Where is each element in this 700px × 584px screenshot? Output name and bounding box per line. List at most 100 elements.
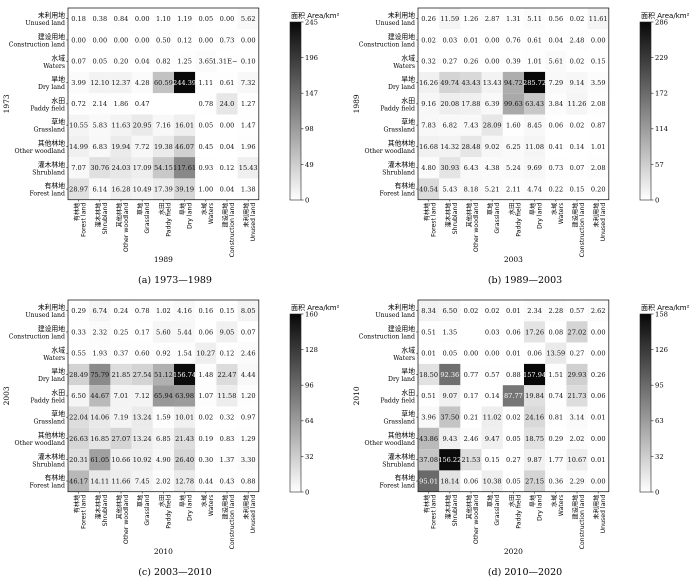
- heatmap-cell: [68, 406, 90, 428]
- cell-value-label: 7.29: [548, 79, 563, 87]
- heatmap-cell: [89, 71, 111, 94]
- row-label-zh: 水田: [401, 388, 415, 397]
- cell-value-label: 14.06: [90, 413, 109, 421]
- heatmap-cell: [418, 427, 440, 450]
- heatmap-cell: [131, 321, 153, 343]
- col-label-zh: 草地: [487, 203, 495, 215]
- cell-value-label: 1.59: [156, 413, 171, 421]
- cell-value-label: 9.69: [527, 164, 542, 172]
- heatmap-cell: [587, 157, 609, 179]
- heatmap-cell: [587, 470, 609, 492]
- heatmap-cell: [418, 114, 440, 136]
- heatmap-cell: [502, 93, 524, 115]
- row-label-en: Dry land: [388, 84, 415, 91]
- cell-value-label: 14.32: [440, 143, 459, 151]
- heatmap-cell: [439, 449, 461, 471]
- heatmap-cell: [237, 29, 259, 51]
- heatmap-cell: [237, 363, 259, 386]
- heatmap-cell: [174, 449, 196, 471]
- heatmap-cell: [566, 29, 588, 51]
- cell-value-label: 0.78: [198, 100, 213, 108]
- heatmap-cell: [110, 321, 132, 343]
- col-label-zh: 灌木林地: [94, 203, 102, 228]
- heatmap-cell: [418, 342, 440, 364]
- cell-value-label: 10.49: [133, 185, 152, 193]
- cell-value-label: 7.45: [135, 477, 150, 485]
- colorbar: [289, 21, 302, 201]
- panel-caption: (a) 1973—1989: [138, 275, 212, 286]
- row-label-en: Construction land: [359, 41, 415, 48]
- heatmap-cell: [460, 114, 482, 136]
- col-label-zh: 其他林地: [116, 495, 124, 520]
- row-label-en: Paddy field: [30, 105, 65, 112]
- heatmap-cell: [131, 71, 153, 94]
- heatmap-cell: [418, 363, 440, 386]
- col-label-zh: 草地: [137, 203, 145, 215]
- heatmap-cell: [460, 342, 482, 364]
- colorbar-tick-label: 158: [655, 310, 668, 318]
- cell-value-label: 26.40: [175, 456, 194, 464]
- cell-value-label: 0.73: [548, 164, 563, 172]
- heatmap-cell: [460, 300, 482, 322]
- heatmap-cell: [587, 449, 609, 471]
- cell-value-label: 0.33: [71, 328, 86, 336]
- heatmap-cell: [545, 50, 567, 72]
- heatmap-cell: [174, 29, 196, 51]
- row-label-zh: 灌木林地: [388, 452, 415, 461]
- cell-value-label: 16.28: [112, 185, 131, 193]
- cell-value-label: 0.00: [135, 15, 150, 23]
- cell-value-label: 0.02: [421, 36, 436, 44]
- heatmap-cell: [131, 449, 153, 471]
- cell-value-label: 0.02: [570, 15, 585, 23]
- colorbar-tick-label: 63: [655, 417, 664, 425]
- cell-value-label: 1.38: [241, 185, 256, 193]
- row-label-en: Paddy field: [380, 397, 415, 404]
- heatmap-cell: [566, 157, 588, 179]
- heatmap-cell: [587, 406, 609, 428]
- cell-value-label: 0.04: [548, 36, 563, 44]
- cell-value-label: 7.01: [114, 392, 129, 400]
- colorbar: [639, 313, 652, 493]
- cell-value-label: 0.17: [464, 392, 479, 400]
- heatmap-cell: [587, 427, 609, 450]
- heatmap-cell: [237, 178, 259, 200]
- cell-value-label: 0.22: [548, 185, 563, 193]
- heatmap-cell: [131, 300, 153, 322]
- heatmap-cell: [216, 363, 238, 386]
- row-label-en: Construction land: [9, 41, 65, 48]
- colorbar-tick-label: 96: [305, 382, 314, 390]
- cell-value-label: 0.84: [114, 15, 129, 23]
- colorbar-tick-label: 126: [655, 346, 668, 354]
- cell-value-label: 0.06: [506, 328, 521, 336]
- cell-value-label: 16.26: [419, 79, 438, 87]
- heatmap-cell: [545, 8, 567, 30]
- heatmap-cell: [566, 406, 588, 428]
- heatmap-cell: [131, 342, 153, 364]
- heatmap-cell: [502, 427, 524, 450]
- heatmap-cell: [89, 135, 111, 158]
- cell-value-label: 51.12: [154, 371, 173, 379]
- cell-value-label: 0.51: [421, 328, 436, 336]
- row-year-label: 1973: [2, 94, 11, 113]
- cell-value-label: 10.27: [196, 350, 215, 358]
- cell-value-label: 0.72: [71, 100, 86, 108]
- col-label-en: Other woodland: [123, 495, 130, 545]
- cell-value-label: 1.10: [156, 15, 171, 23]
- row-label-en: Waters: [43, 63, 65, 70]
- col-label-zh: 有林地: [73, 203, 81, 222]
- heatmap-cell: [131, 29, 153, 51]
- heatmap-cell: [68, 363, 90, 386]
- heatmap-cell: [439, 321, 461, 343]
- heatmap-cell: [89, 178, 111, 200]
- row-label-zh: 水田: [51, 388, 65, 397]
- heatmap-cell: [481, 71, 503, 94]
- heatmap-cell: [195, 321, 217, 343]
- cell-value-label: 27.54: [133, 371, 152, 379]
- heatmap-cell: [152, 135, 174, 158]
- cell-value-label: 0.24: [114, 307, 129, 315]
- heatmap-cell: [131, 470, 153, 492]
- cell-value-label: 0.26: [591, 371, 606, 379]
- heatmap-cell: [195, 157, 217, 179]
- cell-value-label: 0.30: [198, 456, 213, 464]
- cell-value-label: 14.99: [69, 143, 88, 151]
